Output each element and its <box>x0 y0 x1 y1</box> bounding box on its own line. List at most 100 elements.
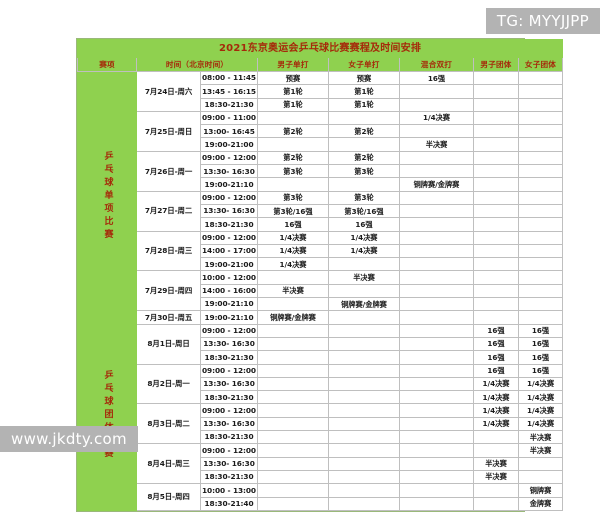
womens-singles-cell <box>328 350 400 365</box>
mens-team-cell <box>473 283 519 299</box>
time-cell: 09:00 - 12:00 <box>200 363 258 378</box>
date-cell: 7月27日-周二 <box>136 190 201 232</box>
date-cell: 7月28日-周三 <box>136 230 201 272</box>
mens-singles-cell: 第1轮 <box>257 97 329 112</box>
mixed-doubles-cell <box>399 257 474 272</box>
mens-team-cell: 16强 <box>473 323 519 338</box>
col-header-mens-singles: 男子单打 <box>257 57 329 72</box>
col-header-womens-team: 女子团体 <box>517 57 564 72</box>
date-cell: 7月24日-周六 <box>136 71 201 112</box>
womens-singles-cell: 第1轮 <box>328 84 400 99</box>
mens-team-cell <box>473 443 519 458</box>
table-row: 乒乓球团体比赛 8月1日-周日 09:00 - 12:00 16强 16强 <box>77 323 564 511</box>
mixed-doubles-cell <box>399 336 474 352</box>
mens-singles-cell <box>257 483 329 498</box>
mens-team-cell <box>473 190 519 205</box>
womens-singles-cell <box>328 443 400 458</box>
mens-team-cell <box>473 297 519 312</box>
col-header-mens-team: 男子团体 <box>473 57 519 72</box>
womens-team-cell <box>517 297 564 312</box>
table-row: 18:30-21:30 半决赛 <box>78 430 564 445</box>
womens-team-cell <box>517 217 564 232</box>
telegram-watermark: TG: MYYJJPP <box>485 8 600 34</box>
womens-singles-cell: 1/4决赛 <box>328 230 400 245</box>
mens-singles-cell: 1/4决赛 <box>257 230 329 245</box>
mens-team-cell <box>473 217 519 232</box>
mens-team-cell: 16强 <box>473 350 519 365</box>
time-cell: 09:00 - 12:00 <box>200 190 258 205</box>
table-row: 8月3日-周二 09:00 - 12:00 1/4决赛 1/4决赛 <box>78 403 564 445</box>
time-cell: 19:00-21:00 <box>200 137 258 152</box>
mens-team-cell <box>473 270 519 285</box>
womens-singles-cell <box>328 430 400 445</box>
time-cell: 10:00 - 13:00 <box>200 483 258 498</box>
time-cell: 18:30-21:40 <box>200 496 258 511</box>
mixed-doubles-cell <box>399 297 474 312</box>
time-cell: 19:00-21:10 <box>200 177 258 192</box>
mens-team-cell <box>473 496 519 511</box>
mens-team-cell <box>473 84 519 99</box>
womens-team-cell <box>517 124 564 139</box>
womens-team-cell: 半决赛 <box>517 443 564 458</box>
mens-singles-cell <box>257 390 329 405</box>
mixed-doubles-cell <box>399 310 474 325</box>
womens-singles-cell <box>328 483 400 498</box>
womens-team-cell <box>517 110 564 126</box>
mens-singles-cell: 16强 <box>257 217 329 232</box>
time-cell: 09:00 - 12:00 <box>200 150 258 166</box>
mixed-doubles-cell <box>399 469 474 485</box>
womens-singles-cell <box>328 336 400 352</box>
mixed-doubles-cell <box>399 416 474 432</box>
mens-singles-cell <box>257 323 329 338</box>
time-cell: 18:30-21:30 <box>200 217 258 232</box>
time-cell: 19:00-21:10 <box>200 297 258 312</box>
mens-singles-cell <box>257 496 329 511</box>
mens-team-cell <box>473 97 519 112</box>
womens-team-cell <box>517 203 564 219</box>
womens-team-cell <box>517 310 564 325</box>
mens-team-cell: 1/4决赛 <box>473 390 519 405</box>
table-row: 8月5日-周四 10:00 - 13:00 铜牌赛 <box>78 483 564 511</box>
womens-team-cell <box>517 257 564 272</box>
womens-singles-cell <box>328 257 400 272</box>
mens-singles-cell <box>257 137 329 152</box>
section-label-2: 乒乓球团体比赛 <box>77 323 137 511</box>
mixed-doubles-cell <box>399 376 474 392</box>
womens-singles-cell <box>328 363 400 378</box>
table-row: 7月30日-周五 19:00-21:10 铜牌赛/金牌赛 <box>78 310 564 325</box>
mixed-doubles-cell: 1/4决赛 <box>399 110 474 126</box>
mens-team-cell <box>473 203 519 219</box>
mens-singles-cell: 1/4决赛 <box>257 243 329 259</box>
womens-team-cell <box>517 230 564 245</box>
mixed-doubles-cell <box>399 283 474 299</box>
time-cell: 18:30-21:30 <box>200 469 258 485</box>
date-cell: 7月25日-周日 <box>136 110 201 152</box>
mixed-doubles-cell <box>399 190 474 205</box>
time-cell: 09:00 - 12:00 <box>200 323 258 338</box>
schedule-table: 2021东京奥运会乒乓球比赛赛程及时间安排 赛项 时间（北京时间） 男子单打 女… <box>76 39 564 511</box>
mixed-doubles-cell <box>399 243 474 259</box>
table-row: 7月28日-周三 09:00 - 12:00 1/4决赛 1/4决赛 <box>78 230 564 272</box>
mixed-doubles-cell <box>399 164 474 179</box>
table-row: 7月25日-周日 09:00 - 11:00 1/4决赛 <box>78 110 564 152</box>
mixed-doubles-cell <box>399 217 474 232</box>
table-row: 14:00 - 17:00 1/4决赛 1/4决赛 <box>78 243 564 259</box>
mixed-doubles-cell <box>399 483 474 498</box>
mens-singles-cell <box>257 336 329 352</box>
womens-team-cell <box>517 164 564 179</box>
womens-team-cell: 16强 <box>517 336 564 352</box>
mens-singles-cell: 预赛 <box>257 70 329 86</box>
mixed-doubles-cell <box>399 124 474 139</box>
womens-team-cell <box>517 84 564 99</box>
col-header-section: 赛项 <box>77 57 137 72</box>
mixed-doubles-cell <box>399 270 474 285</box>
mens-team-cell <box>473 230 519 245</box>
womens-team-cell <box>517 283 564 299</box>
title-row: 2021东京奥运会乒乓球比赛赛程及时间安排 <box>76 39 564 58</box>
womens-singles-cell <box>328 469 400 485</box>
site-watermark-label: www.jkdty.com <box>11 430 127 448</box>
mixed-doubles-cell <box>399 350 474 365</box>
womens-team-cell <box>517 243 564 259</box>
table-row: 18:30-21:30 第1轮 第1轮 <box>78 97 564 112</box>
mens-singles-cell <box>257 469 329 485</box>
